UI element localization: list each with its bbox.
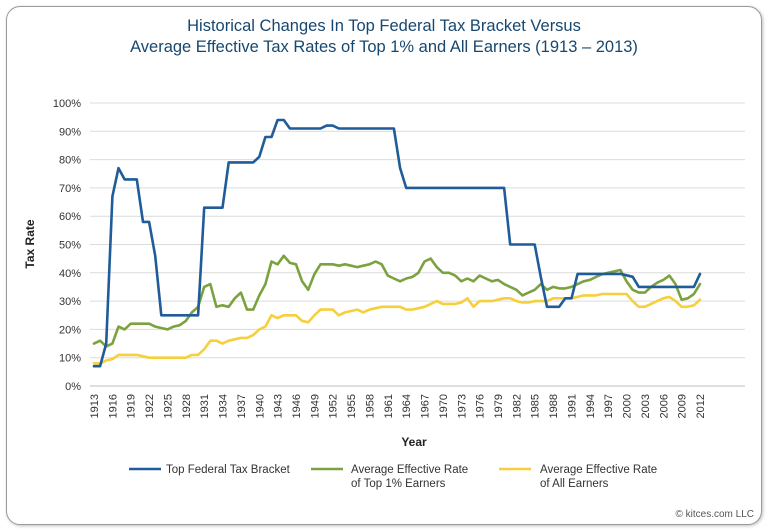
chart-frame [6, 6, 762, 525]
legend: Top Federal Tax Bracket Average Effective… [129, 464, 657, 490]
x-tick-label: 1946 [291, 394, 303, 418]
series-line-top-bracket [92, 118, 702, 368]
x-tick-label: 2009 [677, 394, 689, 418]
x-tick-label: 1955 [346, 394, 358, 418]
x-tick-label: 1922 [144, 394, 156, 418]
y-axis-label: Tax Rate [23, 219, 37, 268]
y-tick-label: 10% [59, 353, 81, 365]
chart-title-line-1: Historical Changes In Top Federal Tax Br… [187, 17, 581, 35]
x-tick-label: 1928 [181, 394, 193, 418]
x-tick-label: 1985 [530, 394, 542, 418]
x-tick-label: 1994 [585, 394, 597, 418]
y-tick-label: 20% [59, 324, 81, 336]
x-tick-label: 1979 [493, 394, 505, 418]
x-tick-label: 1973 [456, 394, 468, 418]
x-tick-label: 1982 [511, 394, 523, 418]
legend-label: Average Effective Rate [540, 464, 657, 476]
y-tick-label: 0% [65, 381, 81, 393]
y-tick-label: 40% [59, 268, 81, 280]
x-tick-label: 1991 [566, 394, 578, 418]
x-tick-label: 1940 [254, 394, 266, 418]
x-tick-label: 1976 [475, 394, 487, 418]
series-lines [92, 118, 702, 368]
x-tick-label: 1937 [236, 394, 248, 418]
y-tick-label: 80% [59, 155, 81, 167]
x-tick-label: 1931 [199, 394, 211, 418]
y-tick-label: 90% [59, 126, 81, 138]
x-tick-label: 2003 [640, 394, 652, 418]
x-tick-label: 1913 [89, 394, 101, 418]
x-axis-ticks: 1913 1916 1919 1922 1925 1928 1931 1934 1937 1940… [89, 394, 707, 418]
legend-label: of All Earners [540, 478, 609, 490]
x-tick-label: 1964 [401, 394, 413, 418]
x-tick-label: 2000 [622, 394, 634, 418]
y-tick-label: 100% [53, 98, 81, 110]
chart-title: Historical Changes In Top Federal Tax Br… [0, 16, 768, 58]
y-axis-ticks: 0% 10% 20% 30% 40% 50% 60% 70% 80% 90% 100% [53, 98, 81, 393]
legend-label: of Top 1% Earners [351, 478, 446, 490]
x-tick-label: 1997 [603, 394, 615, 418]
x-tick-label: 1970 [438, 394, 450, 418]
series-line-all-earners [92, 292, 702, 365]
x-axis-label: Year [401, 435, 427, 449]
x-tick-label: 1934 [218, 394, 230, 418]
y-tick-label: 50% [59, 240, 81, 252]
x-tick-label: 1967 [420, 394, 432, 418]
legend-label: Top Federal Tax Bracket [166, 464, 291, 476]
series-line-top-1-percent [92, 254, 702, 348]
y-tick-label: 30% [59, 296, 81, 308]
x-tick-label: 1952 [328, 394, 340, 418]
x-tick-label: 1988 [548, 394, 560, 418]
x-tick-label: 1949 [309, 394, 321, 418]
x-tick-label: 1925 [162, 394, 174, 418]
legend-label: Average Effective Rate [351, 464, 468, 476]
x-tick-label: 2012 [695, 394, 707, 418]
chart-title-line-2: Average Effective Tax Rates of Top 1% an… [130, 38, 638, 56]
x-tick-label: 1916 [107, 394, 119, 418]
y-tick-label: 70% [59, 183, 81, 195]
y-tick-label: 60% [59, 211, 81, 223]
x-tick-label: 1958 [364, 394, 376, 418]
x-tick-label: 1919 [126, 394, 138, 418]
credit-text: © kitces.com LLC [675, 509, 754, 520]
x-tick-label: 1961 [383, 394, 395, 418]
gridlines [90, 102, 745, 387]
x-tick-label: 1943 [273, 394, 285, 418]
x-tick-label: 2006 [658, 394, 670, 418]
